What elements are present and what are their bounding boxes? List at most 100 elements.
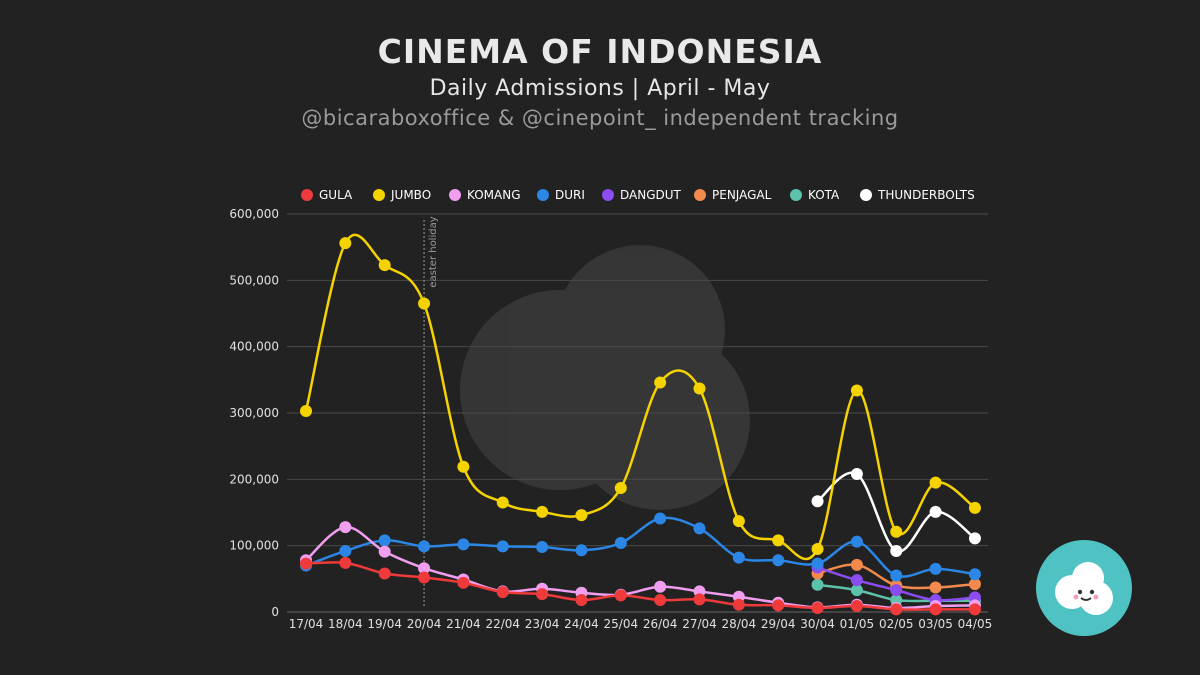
data-point-gula [693, 593, 706, 606]
data-point-duri [890, 569, 903, 582]
chart-credit: @bicaraboxoffice & @cinepoint_ independe… [301, 106, 899, 130]
x-tick-label: 20/04 [407, 617, 442, 631]
data-point-gula [339, 556, 352, 569]
data-point-dangdut [850, 574, 863, 587]
data-point-komang [378, 545, 391, 558]
data-point-jumbo [850, 384, 863, 397]
data-point-komang [339, 521, 352, 534]
y-tick-label: 0 [271, 605, 279, 619]
annotations: easter holiday [423, 216, 439, 607]
data-point-gula [732, 598, 745, 611]
legend-marker [449, 189, 461, 201]
data-point-duri [693, 522, 706, 535]
data-point-duri [654, 512, 667, 525]
x-tick-label: 02/05 [879, 617, 914, 631]
cloud-face-icon [1055, 562, 1113, 615]
data-point-thunderbolts [968, 532, 981, 545]
watermark-logo [460, 245, 750, 510]
data-point-duri [496, 540, 509, 553]
data-point-jumbo [575, 509, 588, 522]
legend-item-thunderbolts: THUNDERBOLTS [860, 188, 975, 202]
y-tick-label: 200,000 [229, 472, 279, 486]
chart-title: CINEMA OF INDONESIA [377, 32, 823, 71]
data-point-gula [536, 588, 549, 601]
data-point-gula [890, 603, 903, 616]
data-point-duri [850, 535, 863, 548]
legend-marker [373, 189, 385, 201]
x-tick-label: 26/04 [643, 617, 678, 631]
data-point-jumbo [457, 460, 470, 473]
brand-logo [1036, 540, 1132, 636]
series-duri [300, 512, 981, 582]
x-tick-label: 28/04 [722, 617, 757, 631]
x-tick-label: 03/05 [918, 617, 953, 631]
grid [287, 213, 988, 613]
data-point-gula [614, 589, 627, 602]
series-thunderbolts [811, 468, 981, 557]
data-point-gula [457, 576, 470, 589]
x-tick-label: 30/04 [800, 617, 835, 631]
series-line-thunderbolts [816, 471, 976, 553]
data-point-gula [811, 602, 824, 615]
data-point-duri [536, 540, 549, 553]
data-point-jumbo [693, 382, 706, 395]
legend-marker [602, 189, 614, 201]
data-point-jumbo [536, 505, 549, 518]
legend-marker [790, 189, 802, 201]
series-lines [300, 233, 981, 616]
data-point-duri [732, 551, 745, 564]
data-point-gula [772, 599, 785, 612]
x-tick-label: 23/04 [525, 617, 560, 631]
data-point-penjagal [968, 578, 981, 591]
axes: 0 100,000 200,000 300,000 400,000 500,000 600,… [229, 207, 992, 631]
data-point-jumbo [811, 542, 824, 555]
data-point-gula [575, 594, 588, 607]
legend-label: PENJAGAL [712, 188, 772, 202]
x-tick-label: 19/04 [367, 617, 402, 631]
data-point-duri [811, 557, 824, 570]
legend-item-jumbo: JUMBO [373, 188, 431, 202]
data-point-jumbo [929, 476, 942, 489]
data-point-jumbo [654, 376, 667, 389]
series-line-jumbo [304, 233, 976, 561]
data-point-gula [378, 567, 391, 580]
legend-item-gula: GULA [301, 188, 353, 202]
data-point-gula [654, 594, 667, 607]
legend-item-duri: DURI [537, 188, 585, 202]
data-point-gula [850, 600, 863, 613]
legend-item-penjagal: PENJAGAL [694, 188, 772, 202]
data-point-thunderbolts [890, 544, 903, 557]
data-point-jumbo [339, 237, 352, 250]
data-point-gula [968, 603, 981, 616]
data-point-komang [654, 580, 667, 593]
y-tick-label: 400,000 [229, 340, 279, 354]
x-tick-label: 04/05 [958, 617, 993, 631]
data-point-jumbo [772, 534, 785, 547]
data-point-gula [300, 557, 312, 570]
data-point-kota [850, 584, 863, 597]
legend-label: KOMANG [467, 188, 521, 202]
x-tick-label: 17/04 [289, 617, 324, 631]
data-point-jumbo [378, 259, 391, 272]
data-point-jumbo [418, 297, 431, 310]
series-gula [300, 556, 981, 616]
legend-item-kota: KOTA [790, 188, 840, 202]
legend-label: DANGDUT [620, 188, 682, 202]
chart-subtitle: Daily Admissions | April - May [429, 76, 771, 101]
x-tick-label: 27/04 [682, 617, 717, 631]
legend-label: JUMBO [390, 188, 431, 202]
legend-marker [694, 189, 706, 201]
data-point-gula [929, 603, 942, 616]
data-point-thunderbolts [929, 505, 942, 518]
data-point-penjagal [850, 558, 863, 571]
x-tick-label: 25/04 [604, 617, 639, 631]
x-tick-label: 18/04 [328, 617, 363, 631]
data-point-jumbo [496, 496, 509, 509]
data-point-jumbo [614, 481, 627, 494]
data-point-duri [339, 544, 352, 557]
legend-item-komang: KOMANG [449, 188, 521, 202]
data-point-duri [378, 534, 391, 547]
data-point-thunderbolts [850, 468, 863, 481]
data-point-dangdut [890, 584, 903, 597]
